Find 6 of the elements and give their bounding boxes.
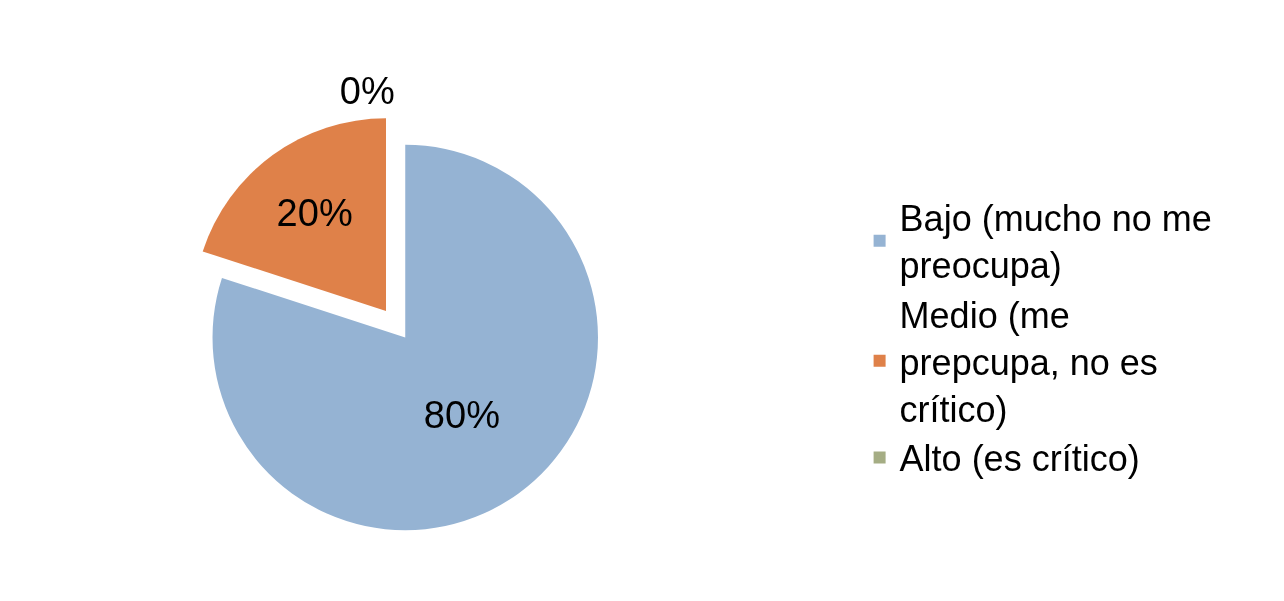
legend-label: Bajo (mucho no me preocupa)	[899, 198, 1212, 287]
data-label: 20%	[276, 191, 353, 234]
legend-label: Medio (me prepcupa, no es crítico)	[899, 295, 1158, 430]
data-label: 80%	[423, 394, 500, 437]
text: 0%	[339, 70, 395, 112]
legend-label: Alto (es crítico)	[899, 438, 1140, 480]
